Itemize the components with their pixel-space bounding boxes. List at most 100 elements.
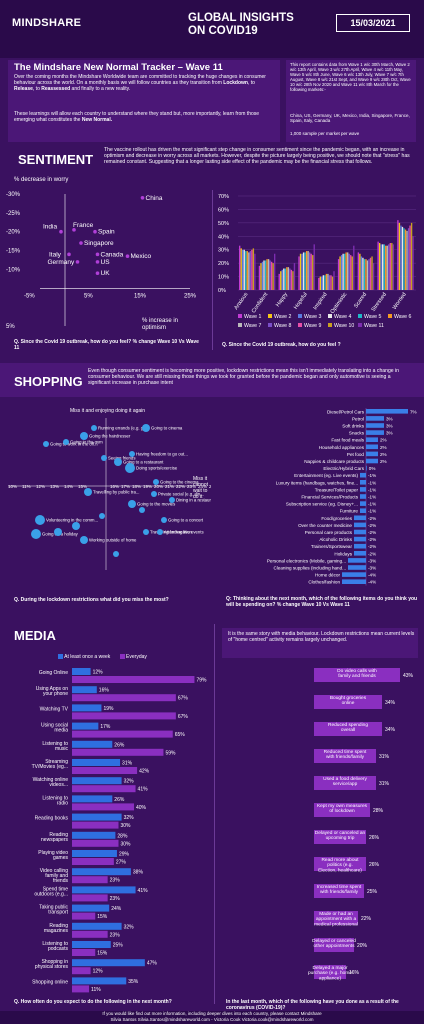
spend-value-label: -3% [368, 566, 376, 571]
bubble-right-label: Miss it cannot wait to do it [193, 476, 209, 500]
media-category-label: Watching online [33, 777, 69, 783]
media-category-label: Shopping online [32, 979, 68, 985]
legend-label: Wave 2 [274, 314, 292, 320]
bubble-x-tick: 25% [209, 484, 211, 489]
sentiment-bar [318, 277, 320, 290]
sentiment-bar [304, 252, 306, 290]
media-value-everyday: 15% [97, 914, 108, 920]
sentiment-bar [392, 244, 395, 290]
sentiment-bar [281, 269, 283, 290]
sentiment-bar [258, 265, 261, 290]
bubble [114, 458, 122, 466]
action-category-label: Increased time spent [317, 884, 362, 890]
action-category-label: other appointments [313, 943, 355, 949]
contact-emails[interactable]: Silvia Santos Silvia.Santos@mindsharewor… [110, 1016, 314, 1022]
bubble-x-tick: 23% [187, 484, 196, 489]
media-value-weekly: 28% [117, 833, 128, 839]
action-category-label: of lockdown [329, 808, 355, 814]
sentiment-bar [404, 229, 407, 290]
bubble-label: Working outside of home [89, 538, 137, 543]
media-bar-weekly [72, 722, 99, 730]
sentiment-bar [382, 244, 384, 290]
media-category-label: videos... [49, 782, 68, 788]
spend-value-label: -1% [368, 480, 376, 485]
action-value-label: 34% [385, 700, 396, 706]
bubble [161, 517, 167, 523]
spend-category-label: Petrol [352, 416, 364, 421]
media-bar-everyday [72, 748, 164, 756]
media-category-label: music [55, 746, 69, 752]
bubble-x-tick: 12% [36, 484, 45, 489]
sentiment-bar [362, 257, 364, 290]
action-value-label: 43% [403, 673, 414, 679]
sentiment-bar [284, 268, 287, 290]
sentiment-bar [333, 271, 335, 290]
action-value-label: 28% [373, 808, 384, 814]
sentiment-bar [351, 256, 353, 290]
sentiment-bar [313, 244, 315, 290]
sentiment-bar [409, 225, 411, 290]
scatter-point-label: Italy [49, 251, 62, 258]
spend-category-label: Alcoholic Drinks [319, 537, 352, 542]
sentiment-bar [368, 259, 370, 290]
scatter-x-label: % increase in optimism [142, 318, 179, 331]
sentiment-bar [324, 275, 326, 290]
sentiment-bar [287, 267, 290, 290]
media-bar-everyday [72, 876, 108, 884]
action-bar [314, 803, 370, 817]
legend-swatch [298, 323, 302, 327]
bubble-x-tick: 11% [22, 484, 31, 489]
media-value-everyday: 79% [196, 678, 207, 684]
media-category-label: Shopping in [42, 959, 69, 965]
legend-label: Wave 8 [274, 323, 292, 329]
media-bar-everyday [72, 730, 173, 738]
action-category-label: Reduced spending [328, 722, 368, 728]
media-value-weekly: 24% [111, 906, 122, 912]
sentiment-bar [388, 244, 390, 290]
sentiment-bar [328, 275, 331, 290]
sentiment-bar [267, 259, 270, 290]
spend-category-label: Trainers/Sportswear [311, 544, 353, 549]
spend-value-label: 2% [380, 438, 387, 443]
action-category-label: service/app [333, 781, 358, 787]
spend-category-label: Food/groceries [321, 516, 352, 521]
sentiment-bar [289, 268, 291, 290]
sentiment-bar [386, 245, 388, 290]
media-value-weekly: 25% [113, 943, 124, 949]
scatter-y-tick: 5% [6, 324, 15, 330]
spend-category-label: Nappies & childcare products [304, 459, 364, 464]
spend-value-label: 3% [386, 424, 393, 429]
legend-swatch [328, 314, 332, 318]
media-value-weekly: 32% [124, 924, 135, 930]
media-category-label: family and [45, 873, 68, 879]
spend-category-label: Electric/Hybrid Cars [323, 466, 364, 471]
media-value-weekly: 12% [93, 670, 104, 676]
sentiment-bar [330, 275, 332, 290]
bubble-label: Travelling for vacation [150, 530, 192, 535]
bar-category-label: Hopeful [293, 292, 309, 311]
legend-swatch-weekly [58, 654, 63, 660]
media-category-label: Reading books [35, 816, 69, 822]
media-value-weekly: 32% [124, 779, 135, 785]
scatter-point-label: France [73, 222, 94, 229]
media-bar-everyday [72, 949, 96, 956]
bubble-label: Going to the gym [70, 440, 103, 445]
sentiment-bar [391, 243, 393, 290]
legend-label: Wave 5 [364, 314, 382, 320]
media-bar-everyday [72, 839, 119, 847]
sentiment-bar [342, 253, 344, 290]
media-bar-everyday [72, 767, 138, 774]
scatter-point [79, 241, 83, 245]
action-value-label: 16% [349, 970, 360, 976]
media-category-label: friends [53, 878, 69, 884]
sentiment-bar [301, 253, 303, 290]
action-category-label: upcoming trip [326, 835, 355, 841]
scatter-x-tick: 15% [134, 293, 147, 299]
action-value-label: 22% [361, 916, 372, 922]
spend-bar [354, 536, 366, 542]
action-category-label: Kept my own measures [317, 803, 368, 809]
bar-y-tick: 50% [218, 221, 229, 227]
media-bar-everyday [72, 912, 96, 920]
spend-bar [342, 572, 366, 577]
